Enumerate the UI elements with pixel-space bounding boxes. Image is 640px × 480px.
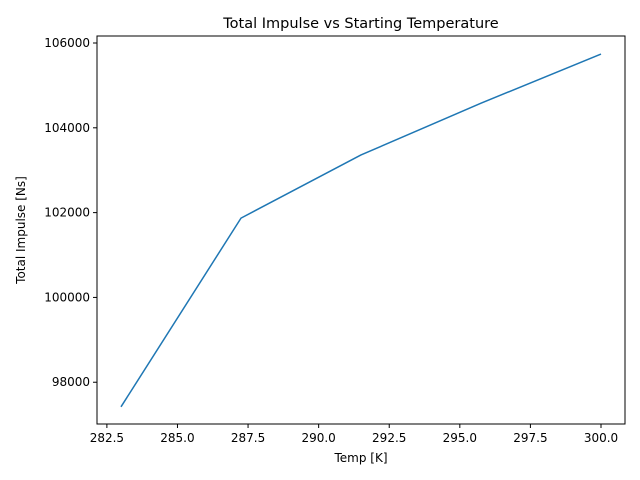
y-tick-label: 106000 [44,36,90,50]
x-tick-label: 297.5 [513,431,547,445]
x-tick-label: 282.5 [90,431,124,445]
x-axis-label: Temp [K] [333,451,387,465]
x-tick-label: 290.0 [301,431,335,445]
chart-title: Total Impulse vs Starting Temperature [222,16,499,32]
x-tick-label: 292.5 [372,431,406,445]
plot-area [96,35,626,425]
y-tick-label: 100000 [44,290,90,304]
x-tick-label: 287.5 [231,431,265,445]
x-axis: 282.5 285.0 287.5 290.0 292.5 295.0 297.5 300.0 [90,424,618,445]
y-tick-label: 104000 [44,121,90,135]
x-tick-label: 300.0 [584,431,618,445]
x-tick-label: 285.0 [160,431,194,445]
y-axis: 98000 100000 102000 104000 106000 [44,36,97,389]
plot-frame [96,35,626,425]
y-tick-label: 102000 [44,206,90,220]
x-tick-label: 295.0 [443,431,477,445]
y-tick-label: 98000 [52,375,90,389]
plot-background [97,36,625,424]
series-layer [120,53,602,408]
series-line-0 [120,53,602,408]
y-axis-label: Total Impulse [Ns] [14,176,28,285]
